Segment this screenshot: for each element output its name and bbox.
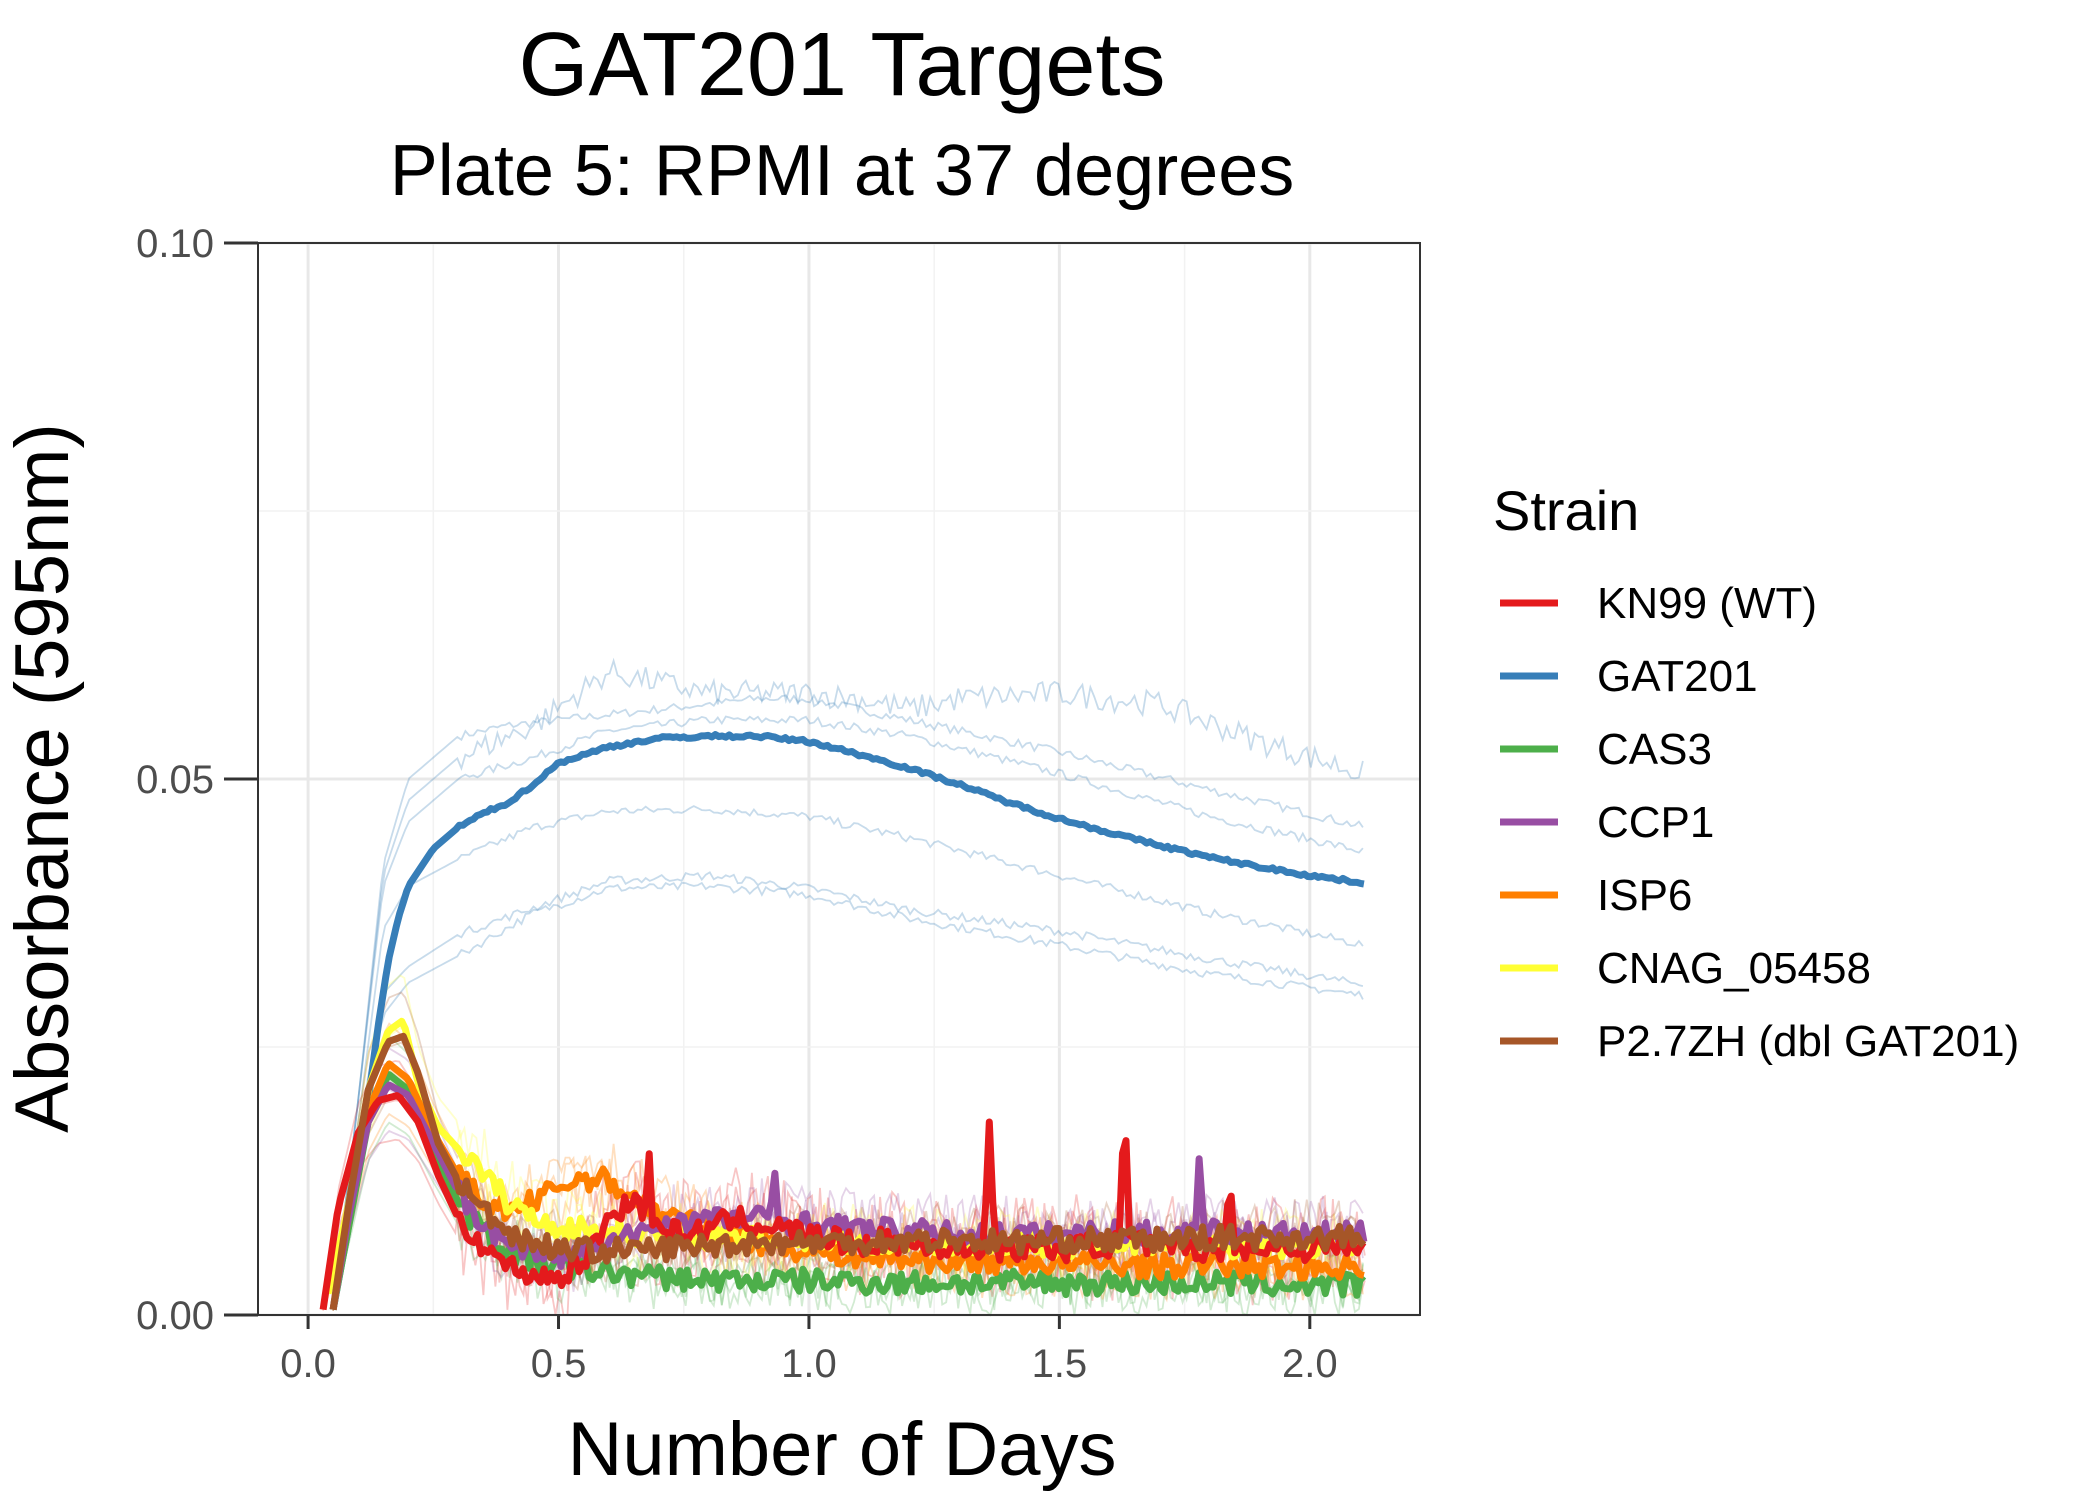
y-axis: 0.00 0.05 0.10 — [136, 222, 258, 1338]
legend-label: CNAG_05458 — [1597, 944, 1871, 993]
x-tick-label: 1.0 — [781, 1342, 837, 1386]
legend-label: CAS3 — [1597, 725, 1712, 774]
legend: Strain KN99 (WT) GAT201 CAS3 CCP1 ISP6 CNAG_0… — [1493, 479, 2019, 1066]
legend-label: CCP1 — [1597, 798, 1714, 847]
legend-label: GAT201 — [1597, 652, 1758, 701]
x-tick-label: 0.0 — [280, 1342, 336, 1386]
replicate-line — [332, 693, 1364, 1305]
legend-label: P2.7ZH (dbl GAT201) — [1597, 1017, 2019, 1066]
y-tick-label: 0.10 — [136, 222, 214, 266]
x-axis: 0.0 0.5 1.0 1.5 2.0 — [280, 1315, 1338, 1386]
chart-title: GAT201 Targets — [518, 15, 1165, 115]
series-line — [329, 1032, 1367, 1311]
x-tick-label: 0.5 — [531, 1342, 587, 1386]
replicate-line — [332, 715, 1364, 1305]
x-axis-title: Number of Days — [567, 1407, 1116, 1492]
replicate-line — [332, 657, 1364, 1305]
chart-subtitle: Plate 5: RPMI at 37 degrees — [390, 131, 1295, 211]
replicate-line — [332, 805, 1364, 1305]
legend-label: ISP6 — [1597, 871, 1692, 920]
legend-title: Strain — [1493, 479, 1639, 542]
legend-label: KN99 (WT) — [1597, 579, 1817, 628]
series-line — [329, 731, 1365, 1311]
replicate-line — [332, 881, 1364, 1305]
x-tick-label: 2.0 — [1282, 1342, 1338, 1386]
y-axis-title: Absorbance (595nm) — [0, 423, 85, 1133]
y-tick-label: 0.05 — [136, 758, 214, 802]
replicate-line — [332, 871, 1364, 1305]
y-tick-label: 0.00 — [136, 1294, 214, 1338]
x-tick-label: 1.5 — [1032, 1342, 1088, 1386]
series-lines — [319, 731, 1368, 1311]
series-line — [329, 1060, 1365, 1311]
